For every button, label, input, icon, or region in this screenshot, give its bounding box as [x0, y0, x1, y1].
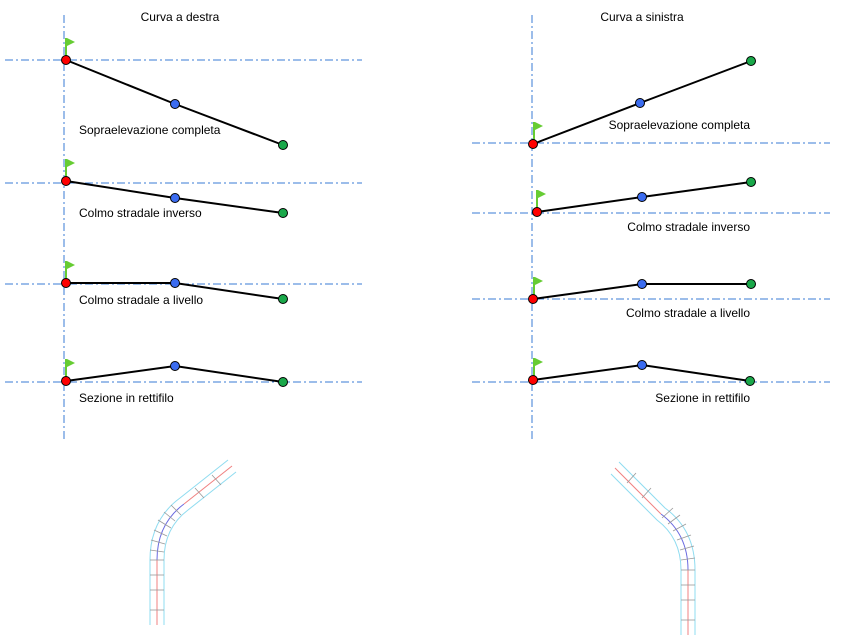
start-point — [528, 139, 538, 149]
mid-point — [635, 98, 645, 108]
section-profile: Colmo stradale a livello — [528, 276, 756, 320]
mid-point — [170, 99, 180, 109]
road-plan-icon — [149, 459, 237, 625]
road-plan-icon — [610, 461, 696, 635]
start-point — [61, 376, 71, 386]
section-label: Sezione in rettifilo — [79, 391, 174, 405]
end-point — [278, 294, 288, 304]
start-point — [61, 278, 71, 288]
section-profile: Colmo stradale inverso — [532, 177, 756, 234]
section-profile: Sezione in rettifilo — [61, 358, 288, 405]
start-point — [532, 207, 542, 217]
section-profile: Colmo stradale inverso — [61, 158, 288, 220]
section-label: Sezione in rettifilo — [655, 391, 750, 405]
end-point — [746, 177, 756, 187]
mid-point — [637, 360, 647, 370]
end-point — [746, 279, 756, 289]
mid-point — [170, 361, 180, 371]
end-point — [278, 140, 288, 150]
left-panel: Curva a destra Sopraelevazione completa … — [5, 10, 362, 625]
section-label: Colmo stradale a livello — [79, 293, 203, 307]
mid-point — [637, 279, 647, 289]
section-profile: Sopraelevazione completa — [528, 56, 756, 149]
end-point — [278, 208, 288, 218]
section-label: Colmo stradale inverso — [627, 220, 750, 234]
mid-point — [170, 278, 180, 288]
start-point — [61, 55, 71, 65]
section-profile: Colmo stradale a livello — [61, 260, 288, 307]
section-label: Colmo stradale inverso — [79, 206, 202, 220]
mid-point — [637, 192, 647, 202]
mid-point — [170, 193, 180, 203]
end-point — [746, 56, 756, 66]
section-label: Sopraelevazione completa — [609, 118, 751, 132]
section-profile: Sopraelevazione completa — [61, 37, 288, 150]
section-label: Colmo stradale a livello — [626, 306, 750, 320]
start-point — [528, 294, 538, 304]
start-point — [528, 375, 538, 385]
right-panel: Curva a sinistra Sopraelevazione complet… — [472, 10, 830, 635]
left-panel-title: Curva a destra — [141, 10, 220, 24]
section-label: Sopraelevazione completa — [79, 123, 221, 137]
end-point — [278, 377, 288, 387]
end-point — [745, 376, 755, 386]
start-point — [61, 176, 71, 186]
section-profile: Sezione in rettifilo — [528, 357, 755, 405]
right-panel-title: Curva a sinistra — [600, 10, 684, 24]
